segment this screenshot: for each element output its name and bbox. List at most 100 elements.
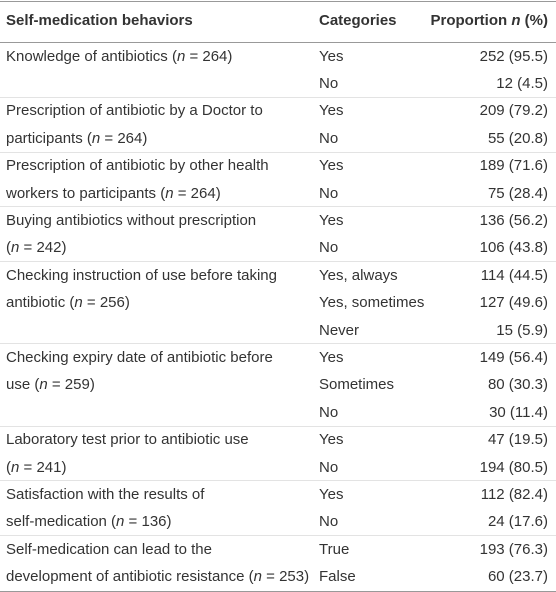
text-part: = 256)	[82, 294, 130, 312]
header-cell: Self-medication behaviors	[6, 11, 193, 31]
category: True	[319, 540, 350, 558]
proportion: 12 (4.5)	[496, 74, 548, 92]
category: No	[319, 513, 339, 531]
behavior: Laboratory test prior to antibiotic use	[6, 430, 249, 450]
proportion: 149 (56.4)	[479, 348, 548, 366]
header-cell: Categories	[319, 11, 397, 31]
text-part: (	[6, 458, 11, 476]
category: No	[319, 239, 339, 257]
category: No	[319, 184, 339, 202]
proportion: 47 (19.5)	[487, 431, 548, 449]
text-part: Categories	[319, 12, 397, 29]
text-part: n	[116, 513, 125, 531]
proportion: 15 (5.9)	[496, 321, 548, 339]
text-part: Proportion	[430, 12, 512, 29]
text-part: (%)	[520, 12, 548, 29]
text-part: n	[165, 184, 174, 202]
text-part: Satisfaction with the results of	[6, 485, 205, 503]
text-part: n	[176, 47, 186, 65]
proportion: 24 (17.6)	[487, 513, 548, 531]
category: No	[319, 129, 339, 147]
text-part: n	[11, 239, 20, 257]
category: Yes	[319, 211, 344, 229]
category: Yes	[319, 431, 344, 449]
category: No	[319, 403, 339, 421]
text-part: (	[6, 239, 11, 257]
text-part: Checking instruction of use before takin…	[6, 266, 277, 284]
text-part: Prescription of antibiotic by other heal…	[6, 157, 269, 175]
text-part: n	[91, 129, 101, 147]
text-part: = 136)	[124, 513, 172, 531]
behavior: use (n = 259)	[6, 375, 95, 395]
proportion: 127 (49.6)	[479, 294, 548, 312]
category: Never	[319, 321, 360, 339]
text-part: n	[511, 12, 521, 29]
proportion: 193 (76.3)	[479, 540, 548, 558]
proportion: 55 (20.8)	[487, 129, 548, 147]
text-part: = 264)	[185, 47, 233, 65]
proportion: 209 (79.2)	[479, 102, 548, 120]
proportion: 112 (82.4)	[480, 485, 548, 503]
behavior: Checking expiry date of antibiotic befor…	[6, 348, 273, 368]
header-cell: Proportion n (%)	[431, 11, 549, 31]
text-part: = 242)	[19, 239, 67, 257]
text-part: antibiotic (	[6, 294, 75, 312]
rule-line	[0, 426, 556, 427]
proportion: 75 (28.4)	[487, 184, 548, 202]
text-part: n	[11, 458, 20, 476]
behavior: Checking instruction of use before takin…	[6, 266, 277, 286]
text-part: n	[74, 294, 83, 312]
proportion: 194 (80.5)	[479, 458, 548, 476]
text-part: Knowledge of antibiotics (	[6, 47, 177, 65]
behavior: participants (n = 264)	[6, 129, 147, 149]
category: Yes	[319, 47, 344, 65]
rule-line	[0, 97, 556, 98]
behavior: (n = 242)	[6, 238, 66, 258]
category: Yes	[319, 102, 344, 120]
text-part: self-medication (	[6, 513, 117, 531]
category: Sometimes	[319, 376, 395, 394]
rule-line	[0, 152, 556, 153]
behavior: (n = 241)	[6, 458, 66, 478]
behavior: antibiotic (n = 256)	[6, 293, 130, 313]
proportion: 30 (11.4)	[489, 403, 548, 421]
proportion: 106 (43.8)	[479, 239, 548, 257]
rule-line	[0, 1, 556, 2]
rule-line	[0, 535, 556, 536]
text-part: development of antibiotic resistance (	[6, 568, 254, 586]
rule-line	[0, 343, 556, 344]
category: Yes, sometimes	[319, 294, 425, 312]
text-part: = 259)	[47, 376, 95, 394]
category: Yes	[319, 157, 344, 175]
behavior: Satisfaction with the results of	[6, 485, 204, 505]
proportion: 114 (44.5)	[480, 266, 548, 284]
text-part: Prescription of antibiotic by a Doctor t…	[6, 102, 263, 120]
behavior: Prescription of antibiotic by a Doctor t…	[6, 101, 263, 121]
text-part: Self-medication can lead to the	[6, 540, 212, 558]
category: Yes	[319, 485, 344, 503]
behavior: self-medication (n = 136)	[6, 512, 172, 532]
rule-line	[0, 480, 556, 481]
text-part: n	[39, 376, 48, 394]
text-part: Self-medication behaviors	[6, 12, 193, 29]
behavior: Self-medication can lead to the	[6, 540, 212, 560]
rule-line	[0, 206, 556, 207]
category: No	[319, 74, 339, 92]
category: No	[319, 458, 339, 476]
text-part: use (	[6, 376, 40, 394]
text-part: = 253)	[261, 568, 310, 586]
text-part: = 264)	[100, 129, 148, 147]
text-part: Laboratory test prior to antibiotic use	[6, 431, 249, 449]
behavior: Knowledge of antibiotics (n = 264)	[6, 47, 232, 67]
proportion: 60 (23.7)	[487, 568, 548, 586]
proportion: 136 (56.2)	[479, 211, 548, 229]
text-part: Buying antibiotics without prescription	[6, 211, 257, 229]
text-part: participants (	[6, 129, 92, 147]
proportion: 80 (30.3)	[487, 376, 548, 394]
category: Yes, always	[319, 266, 398, 284]
behavior: workers to participants (n = 264)	[6, 184, 221, 204]
rule-line	[0, 42, 556, 43]
text-part: = 264)	[173, 184, 221, 202]
behavior: Buying antibiotics without prescription	[6, 211, 256, 231]
